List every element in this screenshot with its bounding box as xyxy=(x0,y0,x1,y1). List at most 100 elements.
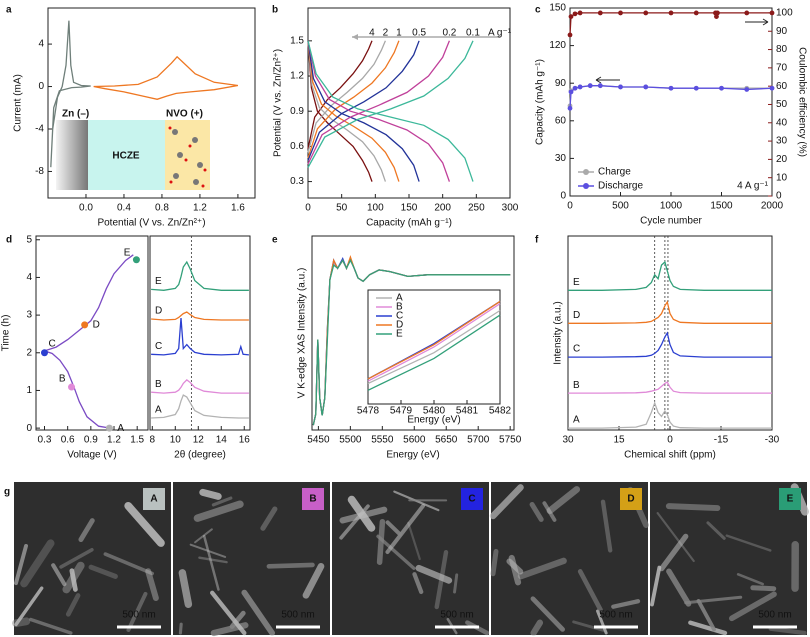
rod-texture xyxy=(729,591,777,622)
data-point xyxy=(715,10,720,16)
scale-bar-label: 500 nm xyxy=(440,610,473,621)
series-line xyxy=(151,260,249,291)
data-point xyxy=(719,85,724,91)
series-label: 1 xyxy=(396,28,402,39)
data-point xyxy=(587,83,593,89)
x-tick-label: 300 xyxy=(502,203,519,214)
x-axis-title: Capacity (mAh g⁻¹) xyxy=(366,218,452,229)
rod-texture xyxy=(59,547,94,569)
y2-tick-label: 0 xyxy=(776,191,782,202)
x-axis-title: Chemical shift (ppm) xyxy=(624,450,716,461)
data-point xyxy=(769,85,775,91)
x-tick-label: 0.4 xyxy=(117,203,131,214)
series-line xyxy=(93,55,239,100)
rod-texture xyxy=(412,572,424,595)
rod-texture xyxy=(51,563,67,587)
series-line xyxy=(50,20,91,168)
micrograph-label: D xyxy=(627,494,634,505)
axis-arrow xyxy=(745,18,769,26)
annotation: 4 A g⁻¹ xyxy=(737,181,769,192)
rod-texture xyxy=(126,591,148,632)
y2-tick-label: 10 xyxy=(776,172,788,183)
x-tick-label: 1.6 xyxy=(231,203,245,214)
x-axis-title: Potential (V vs. Zn/Zn²⁺) xyxy=(97,218,205,229)
x-tick-label: 5650 xyxy=(435,435,458,446)
x-tick-label: 30 xyxy=(562,435,574,446)
rod-texture xyxy=(490,548,499,577)
series-line xyxy=(312,258,511,426)
x-tick-label: 5478 xyxy=(357,406,380,417)
y-axis-title: Current (mA) xyxy=(13,74,24,132)
series-line xyxy=(42,254,134,429)
series-line xyxy=(307,40,400,182)
x-tick-label: -30 xyxy=(765,435,780,446)
rod-texture xyxy=(376,534,416,570)
series-line xyxy=(568,300,772,324)
rod-texture xyxy=(88,564,118,579)
series-line xyxy=(307,40,387,182)
x-tick-label: 0.3 xyxy=(38,435,52,446)
x-axis-title: Energy (eV) xyxy=(407,415,460,426)
rod-texture xyxy=(211,496,233,507)
scale-bar-label: 500 nm xyxy=(122,610,155,621)
rod-texture xyxy=(684,595,743,605)
rod-texture xyxy=(385,503,426,555)
data-point xyxy=(572,11,578,17)
y-tick-label: 90 xyxy=(555,78,567,89)
y2-tick-label: 20 xyxy=(776,154,788,165)
series-line xyxy=(367,303,501,382)
annotation: A g⁻¹ xyxy=(488,28,512,39)
y2-tick-label: 60 xyxy=(776,81,788,92)
series-line xyxy=(307,40,373,182)
rod-texture xyxy=(260,506,278,531)
panel-letter: e xyxy=(272,235,278,246)
legend-marker xyxy=(583,183,589,189)
y-axis-title: V K-edge XAS Intensity (a.u.) xyxy=(297,268,308,399)
legend-label: B xyxy=(396,302,403,313)
series-label: 0.2 xyxy=(442,28,456,39)
x-tick-label: 0.0 xyxy=(79,203,93,214)
rod-texture xyxy=(506,558,524,575)
rod-texture xyxy=(193,500,244,522)
y2-tick-label: 40 xyxy=(776,117,788,128)
panel-letter: a xyxy=(6,5,12,16)
rod-texture xyxy=(725,534,772,552)
y-tick-label: 3 xyxy=(26,310,32,321)
x-tick-label: 5700 xyxy=(467,435,490,446)
x-tick-label: 2000 xyxy=(761,201,784,212)
zn-electrode xyxy=(56,120,88,190)
y2-tick-label: 30 xyxy=(776,136,788,147)
series-label: D xyxy=(155,306,162,317)
plot-frame xyxy=(47,7,256,199)
rod-texture xyxy=(210,590,247,636)
rod-texture xyxy=(736,573,764,586)
rod-texture xyxy=(202,534,220,591)
state-point xyxy=(81,321,89,329)
state-point xyxy=(132,256,140,264)
label-badge xyxy=(620,488,642,510)
rod-texture xyxy=(20,539,55,588)
series-label: 2 xyxy=(383,28,389,39)
data-point xyxy=(618,10,623,16)
data-point xyxy=(693,85,699,91)
data-point xyxy=(567,32,573,38)
data-point xyxy=(643,84,649,90)
series-label: B xyxy=(573,380,580,391)
nvo-electrode xyxy=(165,120,210,190)
x-tick-label: 5600 xyxy=(403,435,426,446)
series-label: 0.5 xyxy=(412,28,426,39)
x-tick-label: -15 xyxy=(714,435,729,446)
series-label: C xyxy=(573,344,580,355)
x-tick-label: 50 xyxy=(336,203,348,214)
x-tick-label: 5482 xyxy=(489,406,512,417)
data-point xyxy=(618,84,623,90)
x-tick-label: 5480 xyxy=(423,406,446,417)
y-axis-title: Intensity (a.u.) xyxy=(553,301,564,364)
rod-texture xyxy=(178,622,183,635)
series-label: B xyxy=(155,379,162,390)
axis-arrow xyxy=(595,76,620,84)
electrolyte-block xyxy=(88,120,165,190)
y-tick-label: 120 xyxy=(549,40,566,51)
y-tick-label: 30 xyxy=(555,153,567,164)
series-line xyxy=(151,394,249,419)
